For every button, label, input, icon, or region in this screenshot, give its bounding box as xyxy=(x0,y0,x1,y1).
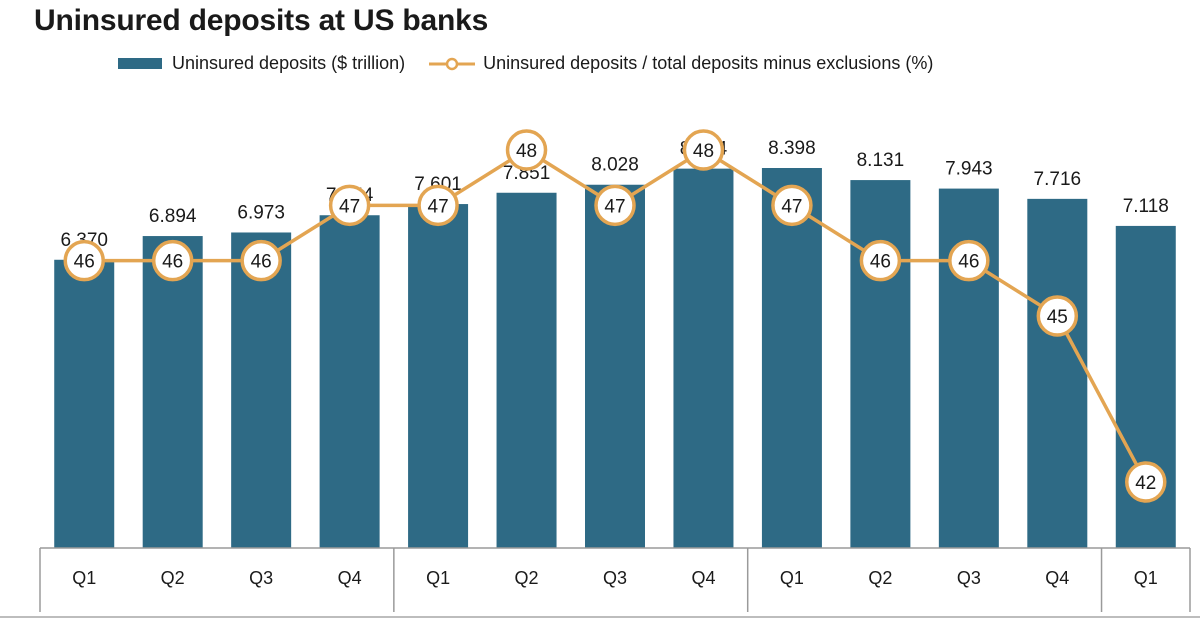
line-point-marker xyxy=(151,239,194,282)
line-point-marker xyxy=(240,239,282,282)
legend-label-line: Uninsured deposits / total deposits minu… xyxy=(483,53,934,73)
bottom-rule xyxy=(0,616,1200,618)
line-point-label: 47 xyxy=(781,196,802,217)
x-tick-label: Q4 xyxy=(691,568,715,588)
bar-value-label: 8.131 xyxy=(857,150,905,171)
bar xyxy=(673,168,734,548)
x-tick-label: Q1 xyxy=(780,568,804,588)
line-point-label: 45 xyxy=(1047,307,1068,328)
line-point-label: 47 xyxy=(339,196,360,217)
line-point-label: 46 xyxy=(958,252,979,273)
x-tick-label: Q1 xyxy=(72,568,96,588)
line-point-marker xyxy=(1125,461,1167,503)
line-point-marker xyxy=(771,184,813,227)
line-point-marker xyxy=(63,239,105,282)
x-tick-label: Q2 xyxy=(515,568,539,588)
x-tick-label: Q1 xyxy=(426,568,450,588)
x-tick-label: Q3 xyxy=(249,568,273,588)
bar xyxy=(408,204,469,548)
line-point-label: 47 xyxy=(428,196,449,217)
line-point-label: 42 xyxy=(1135,473,1156,494)
x-tick-label: Q4 xyxy=(338,568,362,588)
line-point-label: 46 xyxy=(870,252,891,273)
bar xyxy=(231,232,292,548)
bar-value-label: 7.851 xyxy=(503,163,551,184)
category-axis: Q1 Q2 Q3 Q4 Q1 Q2 Q3 Q4 Q1 Q2 Q3 Q4 Q1 xyxy=(39,547,1191,612)
line-point-marker xyxy=(594,184,636,227)
legend-line-swatch xyxy=(429,57,476,70)
legend-bar-swatch xyxy=(118,58,162,69)
bar xyxy=(850,180,911,548)
chart-legend: Uninsured deposits ($ trillion) Uninsure… xyxy=(118,53,933,74)
legend-item-bars: Uninsured deposits ($ trillion) xyxy=(118,53,405,74)
bar xyxy=(496,192,557,548)
line-point-label: 46 xyxy=(74,252,95,273)
line-point-marker xyxy=(1036,295,1079,337)
bar-value-label: 6.973 xyxy=(237,202,285,223)
line-point-marker xyxy=(948,239,990,282)
line-point-marker xyxy=(682,129,725,171)
bar-value-label: 7.943 xyxy=(945,159,993,180)
line-point-marker xyxy=(505,129,548,171)
bar-value-label: 7.716 xyxy=(1034,169,1082,190)
line-point-marker xyxy=(859,239,902,282)
bar-value-label: 6.894 xyxy=(149,206,197,227)
x-tick-label: Q4 xyxy=(1045,568,1069,588)
bar xyxy=(761,168,822,548)
x-tick-label: Q2 xyxy=(161,568,185,588)
bar xyxy=(1027,198,1088,548)
bar xyxy=(54,259,115,548)
line-point-label: 46 xyxy=(251,252,272,273)
bar-value-label: 7.118 xyxy=(1123,196,1169,217)
bar-value-label: 8.028 xyxy=(591,155,639,176)
bar xyxy=(142,236,203,548)
line-group: 46 46 46 47 47 48 47 48 47 46 46 45 42 xyxy=(63,129,1167,503)
x-tick-label: Q1 xyxy=(1134,568,1158,588)
x-tick-label: Q3 xyxy=(603,568,627,588)
line-point-label: 48 xyxy=(516,141,537,162)
line-point-label: 48 xyxy=(693,141,714,162)
legend-item-line: Uninsured deposits / total deposits minu… xyxy=(429,53,933,74)
chart-title: Uninsured deposits at US banks xyxy=(34,4,489,37)
legend-label-bars: Uninsured deposits ($ trillion) xyxy=(172,53,406,73)
x-tick-label: Q3 xyxy=(957,568,981,588)
line-point-marker xyxy=(328,184,371,227)
line-point-label: 47 xyxy=(604,196,625,217)
line-point-label: 46 xyxy=(162,252,183,273)
x-tick-label: Q2 xyxy=(868,568,892,588)
line-point-marker xyxy=(417,184,459,227)
bar xyxy=(319,215,380,549)
bar xyxy=(585,184,645,549)
bar-value-label: 8.398 xyxy=(768,138,816,159)
